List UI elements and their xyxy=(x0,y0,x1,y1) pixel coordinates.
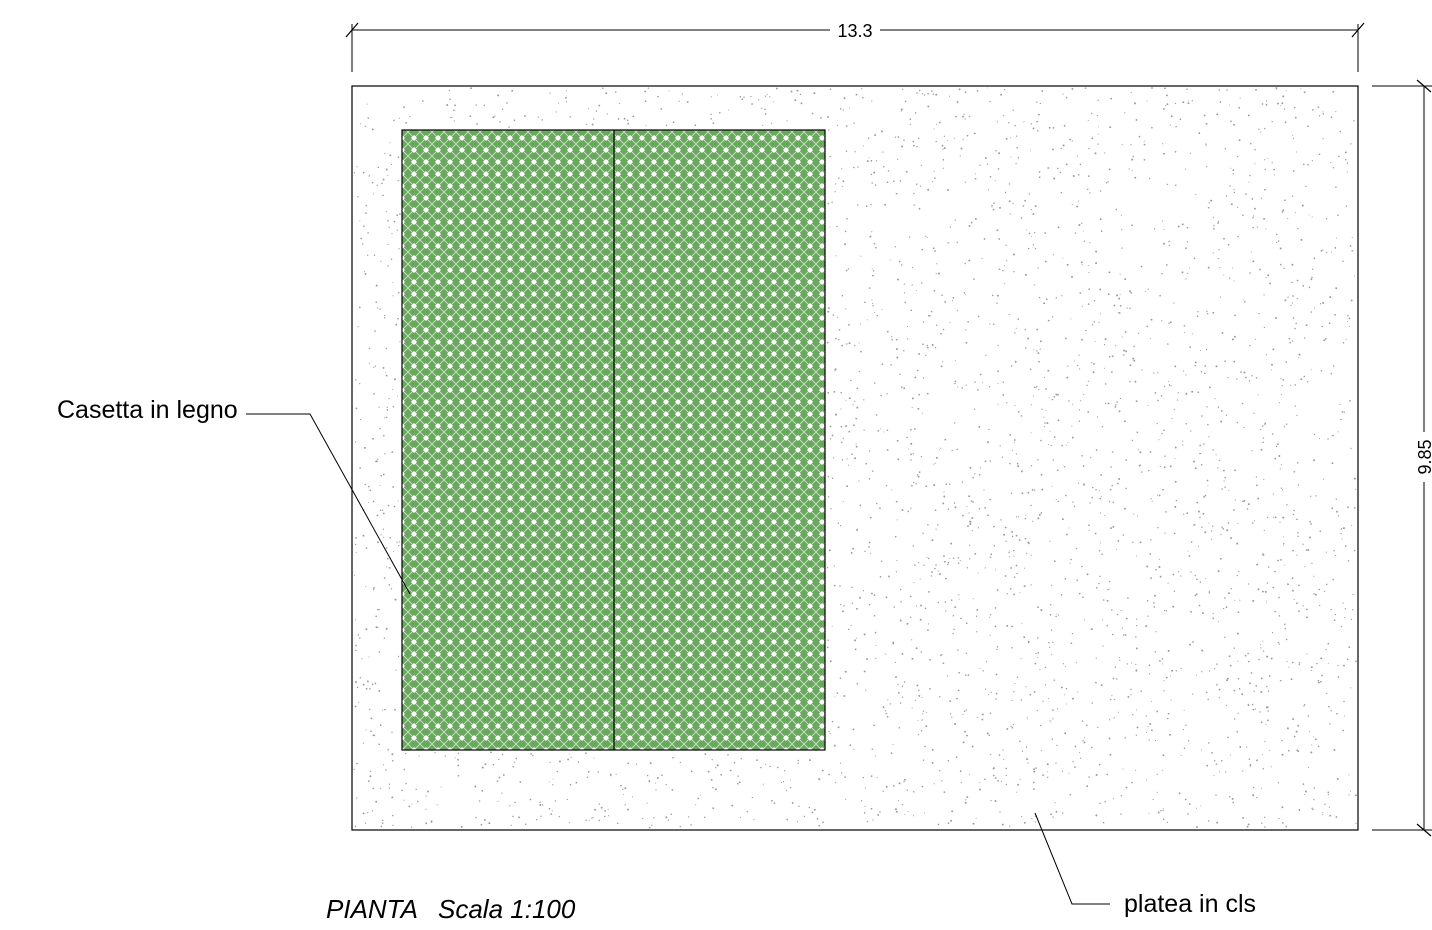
cabin-callout-label: Casetta in legno xyxy=(57,396,238,424)
slab-callout: platea in cls xyxy=(1034,812,1256,918)
scale-label: Scala 1:100 xyxy=(438,894,576,924)
view-title: PIANTA xyxy=(326,894,418,924)
height-dimension: 9.85 xyxy=(1372,79,1432,837)
height-dimension-label: 9.85 xyxy=(1415,439,1432,474)
concrete-texture xyxy=(353,87,1357,829)
width-dimension: 13.3 xyxy=(345,21,1365,72)
width-dimension-label: 13.3 xyxy=(837,21,872,41)
cabin-callout: Casetta in legno xyxy=(57,396,411,595)
slab-callout-label: platea in cls xyxy=(1124,890,1256,918)
